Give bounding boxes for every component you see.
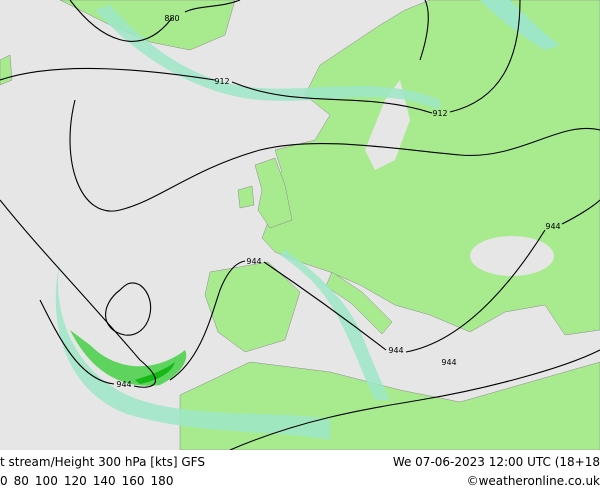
contour-label: 944 [545, 222, 560, 231]
jet-band [480, 0, 560, 50]
jet-stream [55, 0, 560, 440]
contour-line [0, 199, 600, 388]
contour-label: 944 [388, 346, 403, 355]
iberia [204, 261, 301, 353]
contour-line [69, 99, 600, 212]
legend: 0 80 100 120 140 160 180 [0, 474, 173, 488]
footer-bg [0, 450, 600, 490]
britain [254, 157, 293, 229]
jet-core [70, 330, 187, 386]
ireland [237, 185, 255, 209]
jet-band [55, 260, 331, 440]
contour-line [69, 0, 241, 42]
aegean [400, 345, 470, 375]
contour-line [229, 349, 600, 451]
datetime: We 07-06-2023 12:00 UTC (18+18 [393, 455, 600, 469]
contour-label: 880 [164, 14, 179, 23]
chart-title: t stream/Height 300 hPa [kts] GFS [0, 455, 205, 469]
credit: ©weatheronline.co.uk [467, 474, 600, 488]
contour-label: 912 [432, 109, 447, 118]
contour-line [0, 0, 521, 114]
contour-label: 944 [441, 358, 456, 367]
legend-item: 0 [0, 474, 8, 488]
inland-seas [365, 80, 554, 375]
jet-band [280, 250, 390, 400]
jet-band [95, 5, 440, 110]
land-edge [0, 54, 13, 86]
black-sea [470, 236, 554, 276]
legend-item: 180 [151, 474, 174, 488]
legend-item: 80 [14, 474, 29, 488]
contour-label: 912 [214, 77, 229, 86]
baltic-sea [365, 80, 410, 170]
contour-line [105, 282, 152, 336]
legend-item: 140 [93, 474, 116, 488]
jet-core [135, 362, 175, 384]
legend-item: 100 [35, 474, 58, 488]
legend-item: 120 [64, 474, 87, 488]
contour-labels: 880 912 912 944 944 944 944 944 [116, 14, 560, 389]
contour-label: 944 [246, 257, 261, 266]
contours [0, 0, 600, 451]
contour-label: 944 [116, 380, 131, 389]
legend-item: 160 [122, 474, 145, 488]
